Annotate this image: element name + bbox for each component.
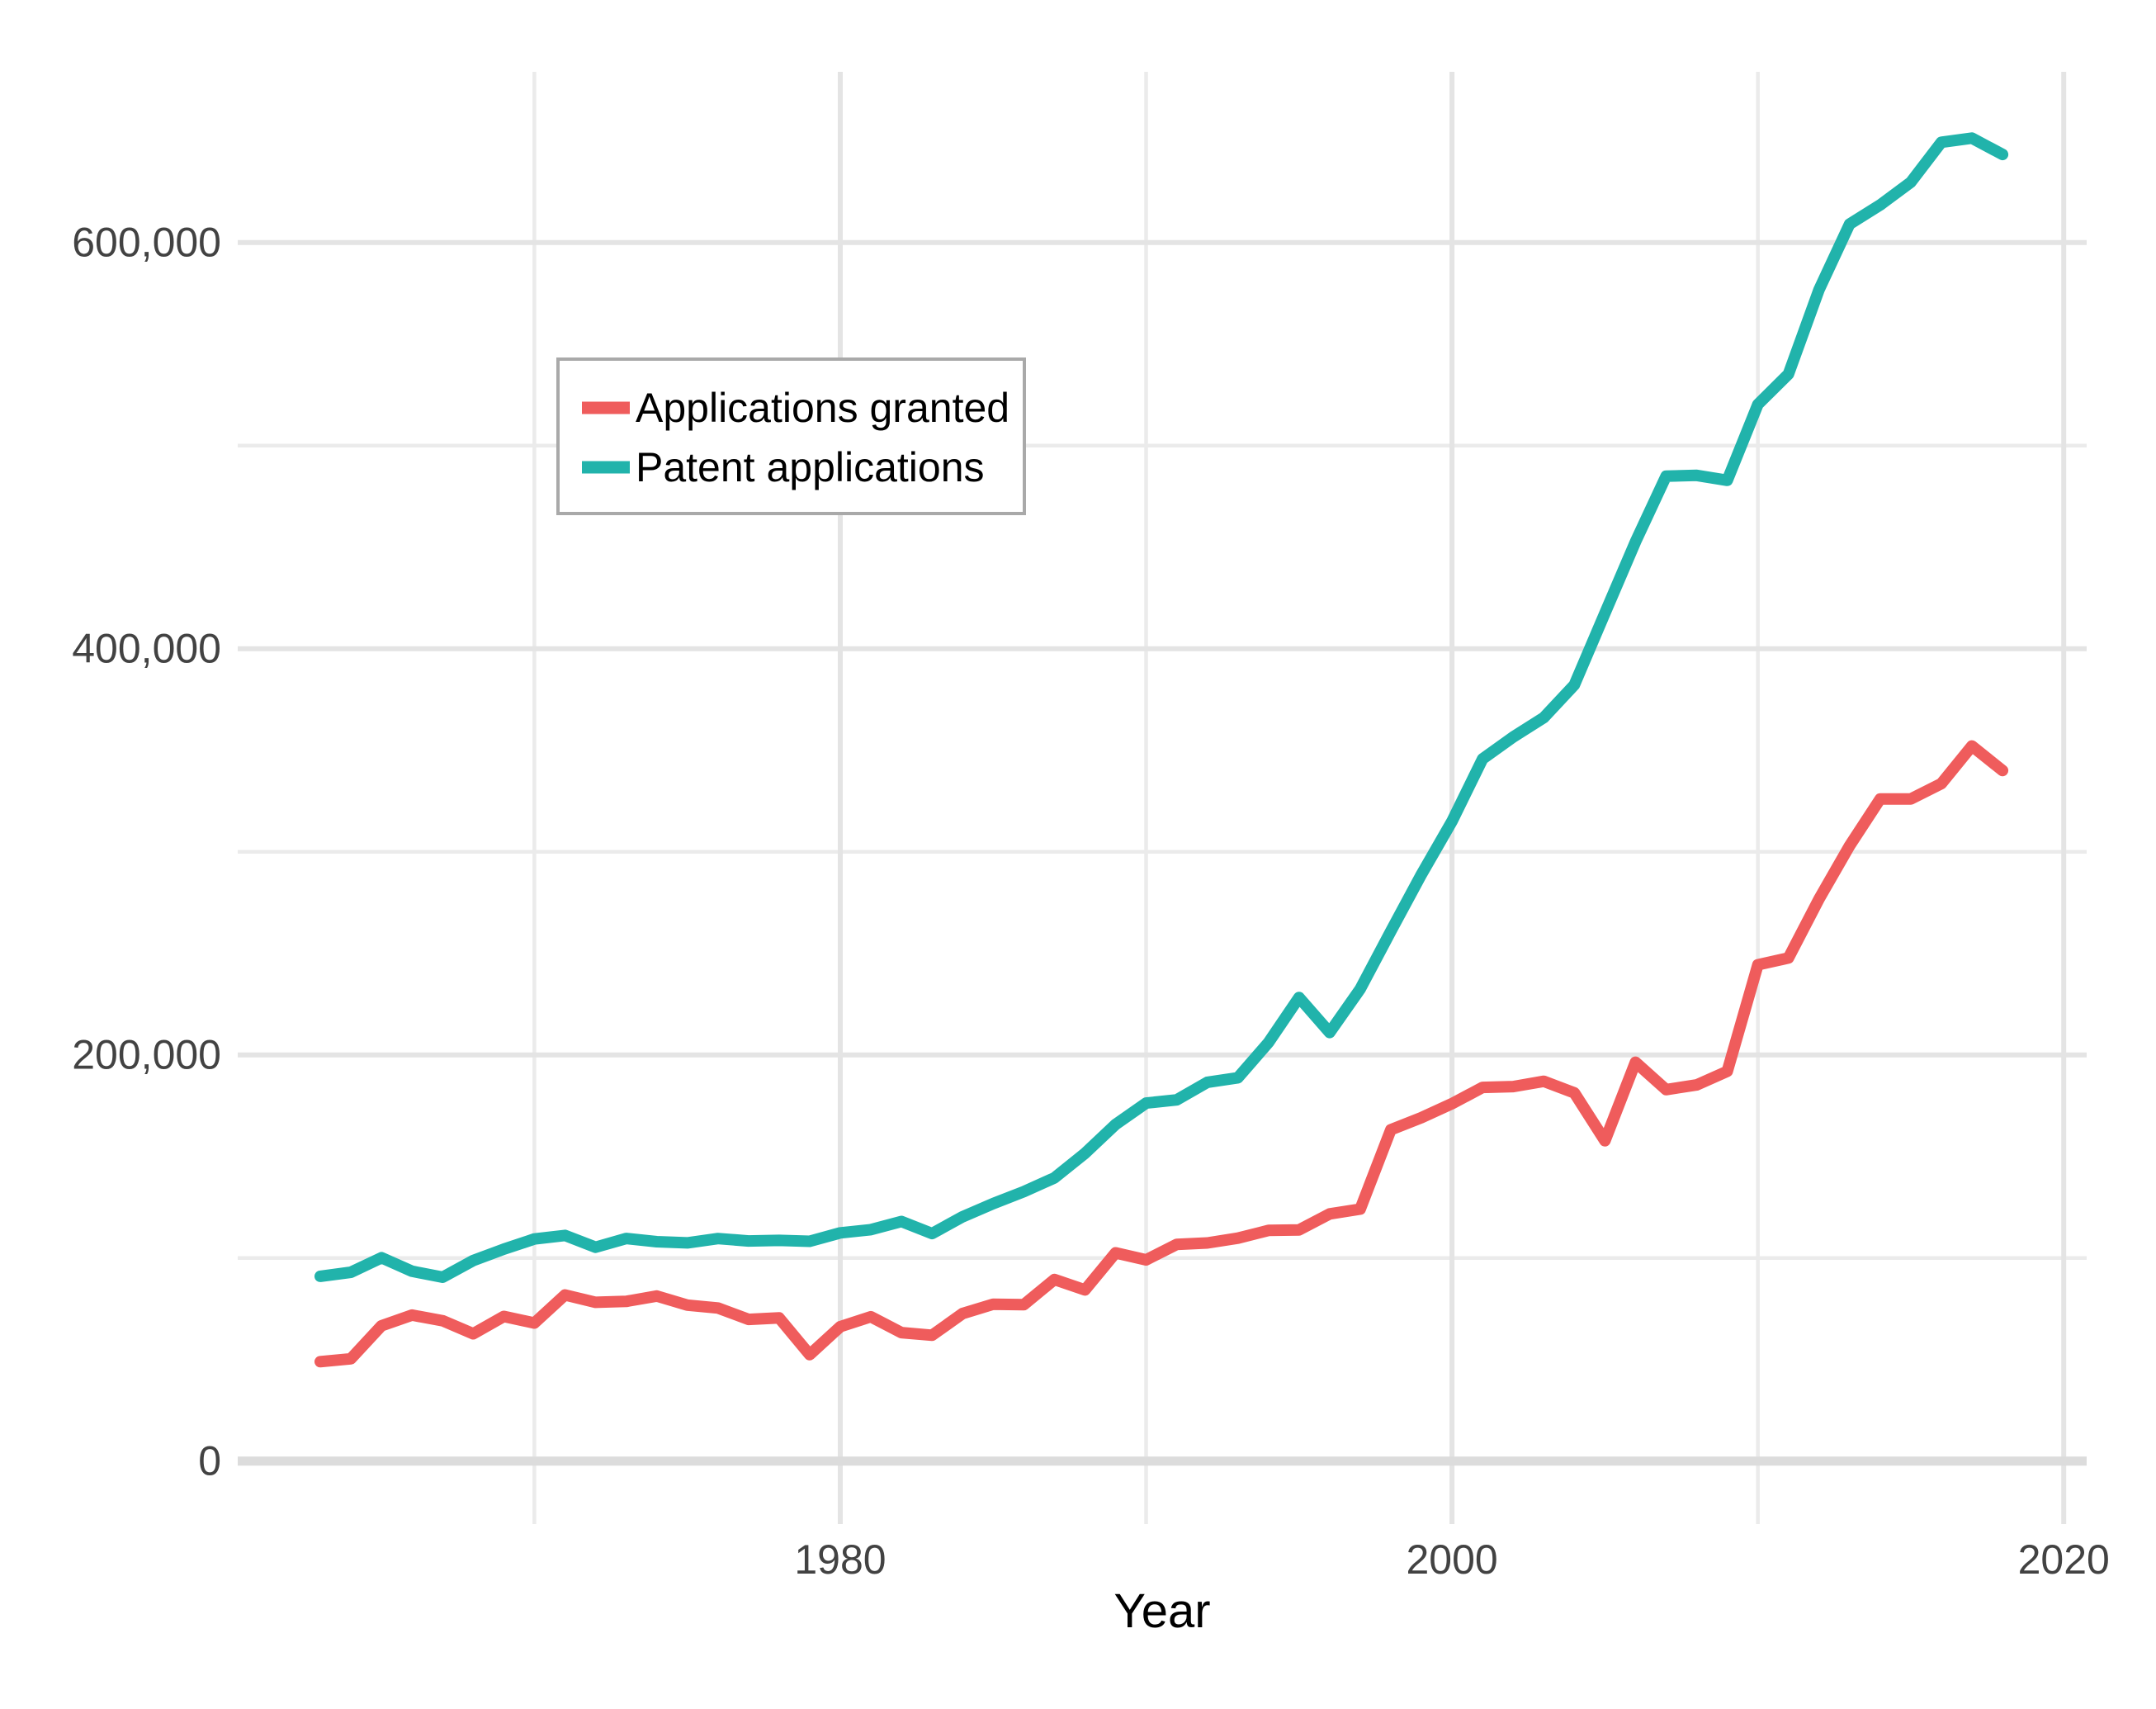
legend-label-patent-applications: Patent applications (636, 444, 985, 490)
series-line-patent-applications (314, 132, 2009, 1283)
x-tick-label-2000: 2000 (1406, 1536, 1497, 1583)
x-axis-title: Year (1113, 1584, 1210, 1638)
legend-label-applications-granted: Applications granted (636, 385, 1009, 431)
y-tick-label-600-000: 600,000 (72, 220, 221, 266)
legend-box (556, 357, 1026, 515)
x-tick-label-2020: 2020 (2018, 1536, 2110, 1583)
series-line-applications-granted (314, 740, 2009, 1368)
y-tick-label-200-000: 200,000 (72, 1032, 221, 1078)
y-tick-label-0: 0 (198, 1438, 221, 1484)
y-tick-label-400-000: 400,000 (72, 626, 221, 672)
x-tick-label-1980: 1980 (794, 1536, 886, 1583)
